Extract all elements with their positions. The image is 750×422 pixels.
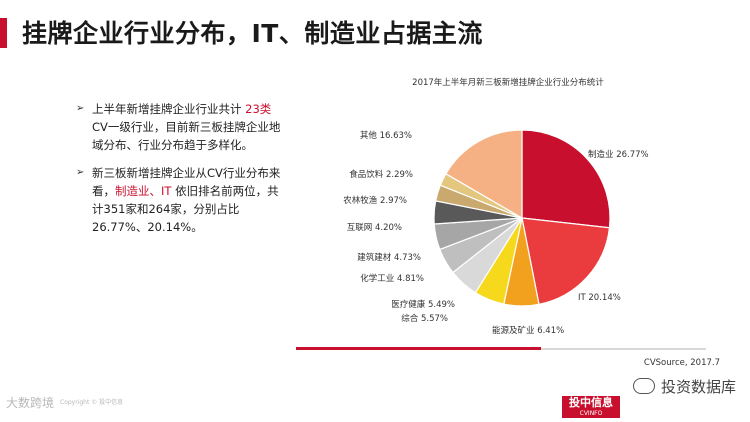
pie-slice-label-9: 农林牧渔 2.97% (343, 195, 407, 206)
bullet-item: ➢ 上半年新增挂牌企业行业共计 23类 CV一级行业，目前新三板挂牌企业地域分布… (76, 100, 290, 154)
pie-slice-label-2: IT 20.14% (578, 293, 621, 303)
cvinfo-logo: 投中信息 CVINFO (562, 396, 620, 418)
pie-chart: 2017年上半年月新三板新增挂牌企业行业分布统计 制造业 26.77% IT 20… (343, 77, 649, 336)
pie-slice-1 (521, 129, 611, 229)
bullet-highlight: 制造业、IT (115, 184, 172, 198)
copyright-text: Copyright © 投中信息 (60, 399, 124, 406)
pie-slice-label-10: 食品饮料 2.29% (349, 169, 413, 180)
footer-rule-accent (296, 347, 541, 350)
pie-slice-label-7: 建筑建材 4.73% (357, 252, 421, 263)
watermark-left: 大数跨境 Copyright © 投中信息 (6, 394, 123, 411)
arrow-bullet-icon: ➢ (76, 167, 85, 178)
bullet-item: ➢ 新三板新增挂牌企业从CV行业分布来看，制造业、IT 依旧排名前两位，共计35… (76, 164, 290, 236)
pie-slice-label-6: 化学工业 4.81% (360, 273, 424, 284)
pie-slice-label-5: 医疗健康 5.49% (391, 299, 455, 310)
pie-slice-label-1: 制造业 26.77% (588, 149, 649, 160)
bullet-text: CV一级行业，目前新三板挂牌企业地域分布、行业分布趋于多样化。 (92, 120, 281, 152)
pie-slice-label-4: 综合 5.57% (401, 313, 448, 324)
bullet-text: 依旧排名前两位，共计351家和264家，分别占比26.77%、20.14%。 (92, 184, 279, 234)
chart-title: 2017年上半年月新三板新增挂牌企业行业分布统计 (412, 77, 604, 88)
pie-slice-label-3: 能源及矿业 6.41% (492, 325, 564, 336)
bullet-text: 新三板新增挂牌企业从CV行业分布来看， (92, 166, 281, 198)
watermark-right-text: 投资数据库 (660, 378, 736, 396)
logo-sub-text: CVINFO (579, 410, 603, 417)
wechat-icon (632, 378, 655, 394)
pie-slice-label-11: 其他 16.63% (360, 130, 412, 141)
logo-main-text: 投中信息 (569, 396, 613, 409)
watermark-right: 投资数据库 (632, 376, 736, 397)
bullet-highlight: 23类 (245, 102, 272, 116)
slide-title: 挂牌企业行业分布，IT、制造业占据主流 (22, 19, 483, 48)
arrow-bullet-icon: ➢ (76, 103, 85, 114)
watermark-left-text: 大数跨境 (6, 396, 55, 410)
source-note: CVSource, 2017.7 (643, 358, 720, 368)
pie-slice-11 (445, 129, 523, 220)
bullet-list: ➢ 上半年新增挂牌企业行业共计 23类 CV一级行业，目前新三板挂牌企业地域分布… (76, 100, 290, 246)
title-accent-bar (0, 18, 7, 48)
pie-slice-label-8: 互联网 4.20% (347, 223, 402, 233)
pie-slice-2 (521, 217, 611, 306)
bullet-text: 上半年新增挂牌企业行业共计 (92, 102, 246, 116)
